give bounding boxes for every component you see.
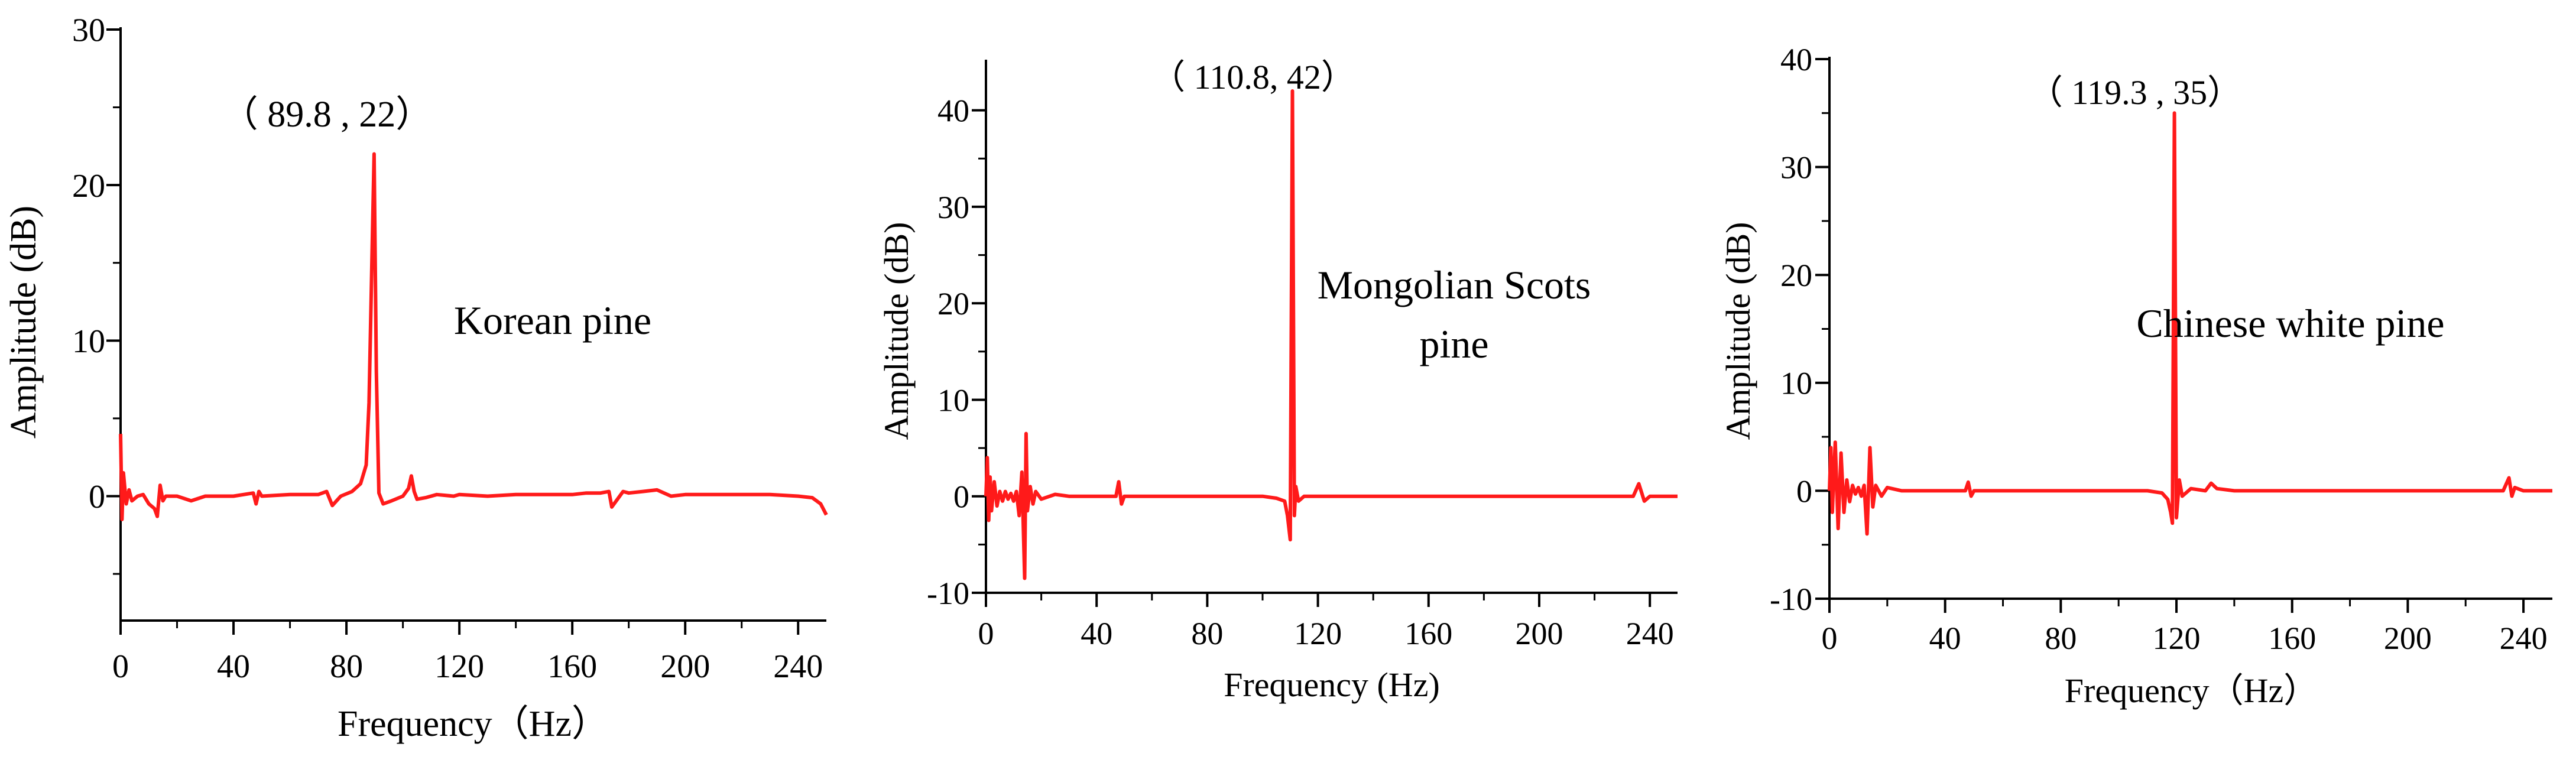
chart-panel-1: 0 40 80 120 160 200 240 0 10 20 30 Frequency（Hz） Amp…	[4, 12, 828, 744]
series-line	[984, 89, 1678, 580]
x-tick-label: 200	[2384, 621, 2432, 656]
x-tick-label: 0	[1822, 621, 1838, 656]
x-tick-label: 80	[1191, 616, 1223, 651]
y-axis-label: Amplitude (dB)	[4, 206, 44, 439]
x-tick-label: 40	[1081, 616, 1112, 651]
y-tick-label: -10	[1770, 582, 1812, 617]
peak-annotation: （ 89.8 , 22）	[222, 95, 433, 135]
y-tick-label: 30	[72, 12, 105, 49]
x-tick-label: 200	[1516, 616, 1563, 651]
x-tick-label: 240	[1626, 616, 1674, 651]
y-tick-label: -10	[927, 576, 969, 611]
x-tick-label: 120	[2153, 621, 2201, 656]
x-tick-label: 80	[330, 648, 363, 685]
x-tick-label: 160	[1404, 616, 1452, 651]
x-tick-label: 40	[1929, 621, 1961, 656]
x-tick-label: 120	[1294, 616, 1342, 651]
y-tick-label: 30	[1780, 150, 1812, 186]
y-tick-label: 40	[937, 93, 969, 129]
species-label: pine	[1419, 322, 1488, 366]
series-line	[1828, 111, 2552, 536]
x-axis-label: Frequency (Hz)	[1224, 665, 1440, 704]
x-tick-label: 0	[978, 616, 994, 651]
y-tick-label: 0	[1796, 473, 1812, 509]
x-axis-label: Frequency（Hz）	[338, 704, 608, 744]
x-tick-label: 200	[660, 648, 710, 685]
x-tick-label: 80	[2045, 621, 2077, 656]
x-tick-label: 240	[773, 648, 823, 685]
y-tick-label: 40	[1780, 42, 1812, 77]
x-tick-label: 160	[2268, 621, 2316, 656]
y-tick-label: 10	[937, 382, 969, 418]
series-line	[119, 152, 828, 521]
x-tick-label: 240	[2500, 621, 2548, 656]
species-label: Chinese white pine	[2136, 301, 2444, 346]
y-tick-label: 0	[89, 479, 105, 515]
x-tick-label: 0	[112, 648, 129, 685]
y-tick-label: 20	[1780, 258, 1812, 293]
species-label: Mongolian Scots	[1318, 262, 1591, 307]
y-tick-label: 10	[1780, 366, 1812, 401]
x-tick-label: 160	[547, 648, 597, 685]
y-tick-label: 0	[953, 479, 969, 515]
x-tick-label: 40	[217, 648, 250, 685]
chart-panel-2: 0 40 80 120 160 200 240 -10 0 10 20 30 40 Frequency (…	[877, 58, 1678, 704]
peak-annotation: （ 119.3 , 35）	[2029, 73, 2241, 112]
x-tick-label: 120	[434, 648, 484, 685]
y-tick-label: 30	[937, 190, 969, 225]
chart-panel-3: 0 40 80 120 160 200 240 -10 0 10 20 30 40 Frequency（H…	[1719, 42, 2552, 710]
y-axis-label: Amplitude (dB)	[877, 222, 916, 440]
peak-annotation: （ 110.8, 42）	[1151, 58, 1355, 96]
x-axis-label: Frequency（Hz）	[2065, 671, 2318, 710]
y-tick-label: 10	[72, 323, 105, 360]
y-tick-label: 20	[937, 286, 969, 322]
y-tick-label: 20	[72, 168, 105, 204]
species-label: Korean pine	[454, 298, 651, 343]
y-axis-label: Amplitude (dB)	[1719, 222, 1757, 440]
